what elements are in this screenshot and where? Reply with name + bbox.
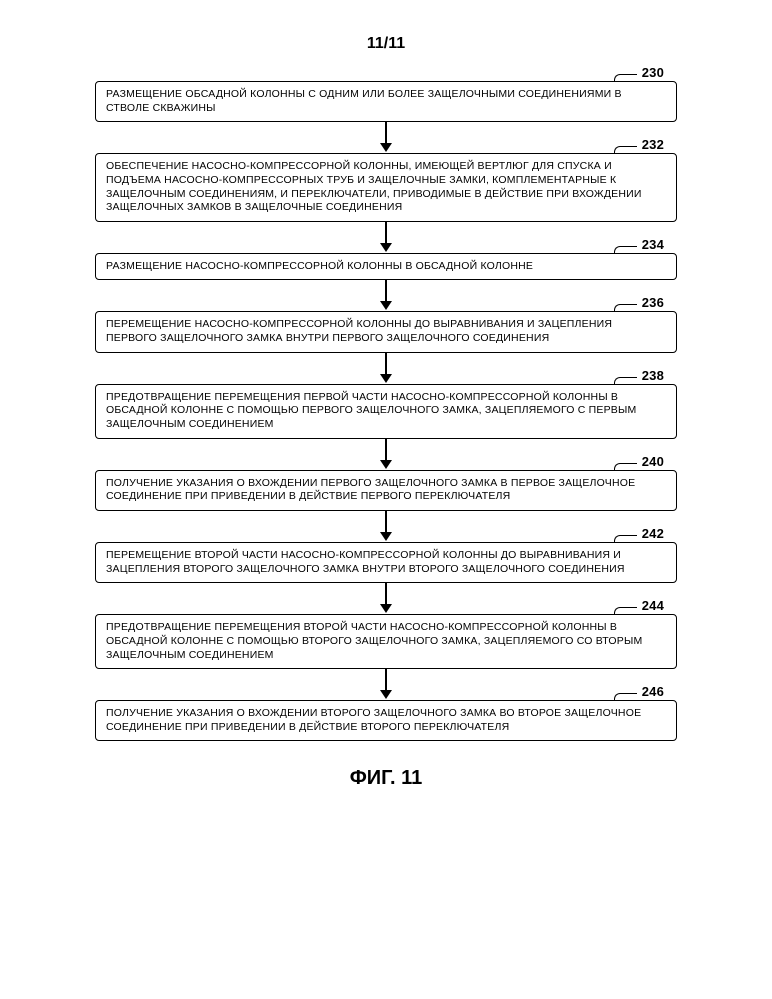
arrow-icon (380, 122, 392, 153)
step-number: 236 (642, 295, 664, 312)
step-number: 232 (642, 137, 664, 154)
arrow-icon (380, 669, 392, 700)
arrow-icon (380, 222, 392, 253)
step-text: РАЗМЕЩЕНИЕ НАСОСНО-КОМПРЕССОРНОЙ КОЛОННЫ… (106, 260, 533, 272)
step-244: 244 ПРЕДОТВРАЩЕНИЕ ПЕРЕМЕЩЕНИЯ ВТОРОЙ ЧА… (95, 614, 677, 669)
arrow-icon (380, 583, 392, 614)
step-238: 238 ПРЕДОТВРАЩЕНИЕ ПЕРЕМЕЩЕНИЯ ПЕРВОЙ ЧА… (95, 384, 677, 439)
step-text: РАЗМЕЩЕНИЕ ОБСАДНОЙ КОЛОННЫ С ОДНИМ ИЛИ … (106, 88, 622, 114)
step-230: 230 РАЗМЕЩЕНИЕ ОБСАДНОЙ КОЛОННЫ С ОДНИМ … (95, 81, 677, 122)
step-number: 234 (642, 237, 664, 254)
flowchart: 230 РАЗМЕЩЕНИЕ ОБСАДНОЙ КОЛОННЫ С ОДНИМ … (95, 81, 677, 741)
arrow-icon (380, 353, 392, 384)
step-242: 242 ПЕРЕМЕЩЕНИЕ ВТОРОЙ ЧАСТИ НАСОСНО-КОМ… (95, 542, 677, 583)
step-236: 236 ПЕРЕМЕЩЕНИЕ НАСОСНО-КОМПРЕССОРНОЙ КО… (95, 311, 677, 352)
step-234: 234 РАЗМЕЩЕНИЕ НАСОСНО-КОМПРЕССОРНОЙ КОЛ… (95, 253, 677, 281)
step-232: 232 ОБЕСПЕЧЕНИЕ НАСОСНО-КОМПРЕССОРНОЙ КО… (95, 153, 677, 222)
arrow-icon (380, 280, 392, 311)
arrow-icon (380, 511, 392, 542)
step-text: ПЕРЕМЕЩЕНИЕ НАСОСНО-КОМПРЕССОРНОЙ КОЛОНН… (106, 318, 612, 344)
step-number: 242 (642, 526, 664, 543)
step-text: ПРЕДОТВРАЩЕНИЕ ПЕРЕМЕЩЕНИЯ ВТОРОЙ ЧАСТИ … (106, 621, 642, 660)
figure-caption: ФИГ. 11 (95, 767, 677, 790)
step-number: 246 (642, 684, 664, 701)
step-number: 238 (642, 368, 664, 385)
step-240: 240 ПОЛУЧЕНИЕ УКАЗАНИЯ О ВХОЖДЕНИИ ПЕРВО… (95, 470, 677, 511)
arrow-icon (380, 439, 392, 470)
step-number: 244 (642, 598, 664, 615)
step-246: 246 ПОЛУЧЕНИЕ УКАЗАНИЯ О ВХОЖДЕНИИ ВТОРО… (95, 700, 677, 741)
step-text: ПОЛУЧЕНИЕ УКАЗАНИЯ О ВХОЖДЕНИИ ВТОРОГО З… (106, 707, 641, 733)
page: 11/11 230 РАЗМЕЩЕНИЕ ОБСАДНОЙ КОЛОННЫ С … (0, 0, 772, 999)
page-number-header: 11/11 (95, 35, 677, 53)
step-text: ОБЕСПЕЧЕНИЕ НАСОСНО-КОМПРЕССОРНОЙ КОЛОНН… (106, 160, 642, 213)
step-text: ПРЕДОТВРАЩЕНИЕ ПЕРЕМЕЩЕНИЯ ПЕРВОЙ ЧАСТИ … (106, 391, 636, 430)
step-text: ПОЛУЧЕНИЕ УКАЗАНИЯ О ВХОЖДЕНИИ ПЕРВОГО З… (106, 477, 635, 503)
step-text: ПЕРЕМЕЩЕНИЕ ВТОРОЙ ЧАСТИ НАСОСНО-КОМПРЕС… (106, 549, 625, 575)
step-number: 230 (642, 65, 664, 82)
step-number: 240 (642, 454, 664, 471)
